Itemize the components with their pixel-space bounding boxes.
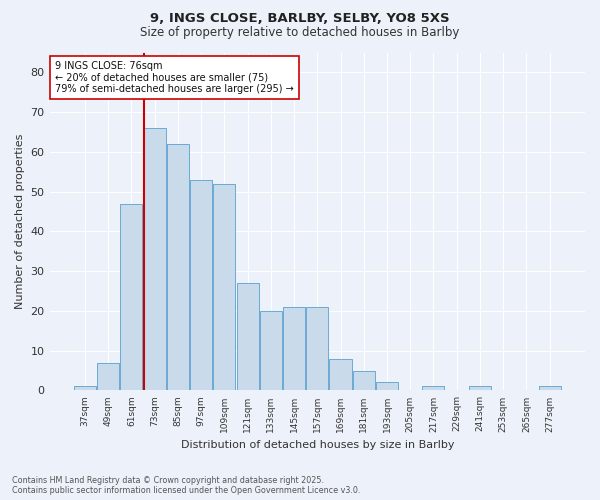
Text: 9, INGS CLOSE, BARLBY, SELBY, YO8 5XS: 9, INGS CLOSE, BARLBY, SELBY, YO8 5XS xyxy=(150,12,450,26)
Bar xyxy=(97,362,119,390)
Bar xyxy=(190,180,212,390)
Bar xyxy=(353,370,375,390)
Bar xyxy=(167,144,189,390)
Bar xyxy=(260,311,282,390)
Bar xyxy=(422,386,445,390)
Bar xyxy=(469,386,491,390)
Bar xyxy=(306,307,328,390)
Bar xyxy=(376,382,398,390)
Bar xyxy=(329,358,352,390)
Bar xyxy=(143,128,166,390)
Text: Size of property relative to detached houses in Barlby: Size of property relative to detached ho… xyxy=(140,26,460,39)
Bar xyxy=(283,307,305,390)
Y-axis label: Number of detached properties: Number of detached properties xyxy=(15,134,25,309)
Text: Contains HM Land Registry data © Crown copyright and database right 2025.
Contai: Contains HM Land Registry data © Crown c… xyxy=(12,476,361,495)
Text: 9 INGS CLOSE: 76sqm
← 20% of detached houses are smaller (75)
79% of semi-detach: 9 INGS CLOSE: 76sqm ← 20% of detached ho… xyxy=(55,61,293,94)
Bar xyxy=(236,283,259,391)
Bar xyxy=(213,184,235,390)
Bar xyxy=(539,386,560,390)
Bar xyxy=(121,204,142,390)
X-axis label: Distribution of detached houses by size in Barlby: Distribution of detached houses by size … xyxy=(181,440,454,450)
Bar xyxy=(74,386,96,390)
